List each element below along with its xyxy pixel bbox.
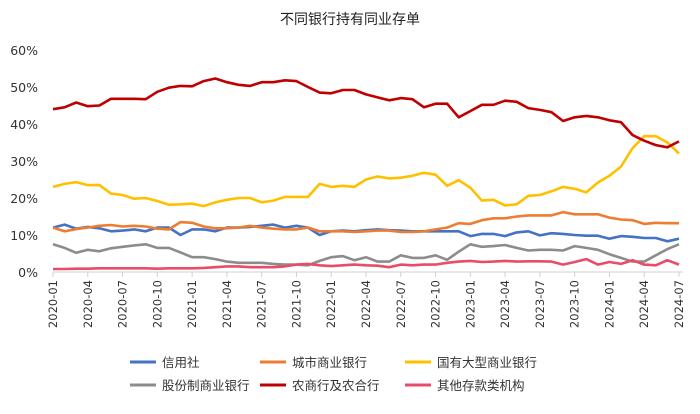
series-line-5 bbox=[52, 77, 680, 149]
x-tick-label: 2021-07 bbox=[255, 280, 269, 328]
x-tick-label: 2023-04 bbox=[498, 280, 512, 328]
series-line-2 bbox=[52, 210, 679, 234]
x-tick-label: 2021-10 bbox=[289, 280, 303, 328]
y-tick-label: 50% bbox=[10, 80, 38, 95]
y-tick-label: 20% bbox=[10, 191, 38, 206]
x-tick-label: 2021-04 bbox=[220, 280, 234, 328]
x-tick-label: 2024-04 bbox=[637, 280, 651, 328]
chart-title: 不同银行持有同业存单 bbox=[280, 12, 420, 28]
x-tick-label: 2024-07 bbox=[672, 280, 686, 328]
x-tick-label: 2023-07 bbox=[533, 280, 547, 328]
y-tick-label: 30% bbox=[10, 154, 38, 169]
legend-label: 股份制商业银行 bbox=[162, 378, 250, 393]
legend-label: 其他存款类机构 bbox=[437, 378, 525, 393]
x-tick-label: 2020-07 bbox=[116, 280, 130, 328]
y-tick-label: 0% bbox=[18, 265, 38, 280]
series-line-6 bbox=[53, 257, 680, 271]
x-tick-label: 2020-10 bbox=[150, 280, 164, 328]
x-tick-label: 2020-04 bbox=[81, 280, 95, 328]
legend-label: 农商行及农合行 bbox=[292, 378, 380, 393]
y-tick-label: 10% bbox=[10, 228, 38, 243]
x-tick-label: 2024-01 bbox=[602, 280, 616, 328]
x-tick-label: 2023-10 bbox=[568, 280, 582, 328]
legend-label: 信用社 bbox=[162, 355, 200, 370]
x-tick-label: 2020-01 bbox=[46, 280, 60, 328]
series-line-4 bbox=[52, 243, 680, 267]
y-tick-label: 60% bbox=[10, 43, 38, 58]
x-tick-label: 2022-10 bbox=[429, 280, 443, 328]
x-tick-label: 2021-01 bbox=[185, 280, 199, 328]
x-tick-label: 2022-01 bbox=[324, 280, 338, 328]
x-tick-label: 2022-04 bbox=[359, 280, 373, 328]
legend-label: 城市商业银行 bbox=[292, 355, 367, 370]
legend-label: 国有大型商业银行 bbox=[437, 355, 537, 370]
y-tick-label: 40% bbox=[10, 117, 38, 132]
x-tick-label: 2022-07 bbox=[394, 280, 408, 328]
x-tick-label: 2023-01 bbox=[463, 280, 477, 328]
series-line-3 bbox=[52, 134, 680, 208]
